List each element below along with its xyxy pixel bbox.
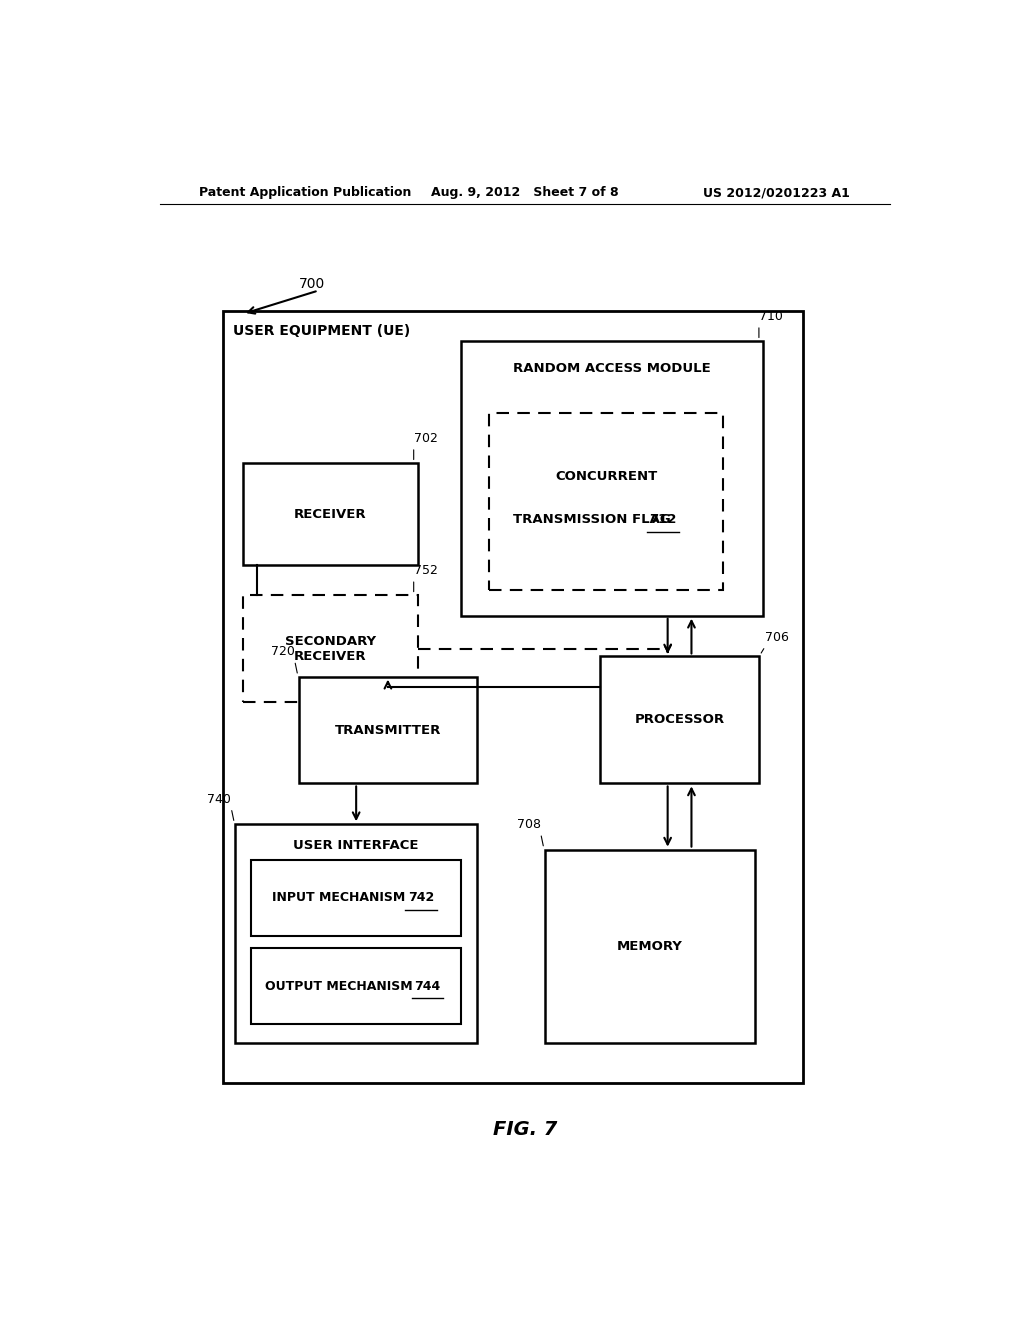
Text: INPUT MECHANISM: INPUT MECHANISM [272, 891, 406, 904]
Bar [243, 595, 418, 702]
Text: FIG. 7: FIG. 7 [493, 1119, 557, 1139]
Text: RECEIVER: RECEIVER [294, 508, 367, 520]
Bar [251, 859, 461, 936]
Text: 742: 742 [409, 891, 434, 904]
Text: Aug. 9, 2012   Sheet 7 of 8: Aug. 9, 2012 Sheet 7 of 8 [431, 186, 618, 199]
Text: PROCESSOR: PROCESSOR [635, 714, 725, 726]
Text: 702: 702 [414, 432, 437, 445]
Text: MEMORY: MEMORY [616, 940, 683, 953]
Text: CONCURRENT: CONCURRENT [555, 470, 657, 483]
Text: OUTPUT MECHANISM: OUTPUT MECHANISM [265, 979, 413, 993]
Text: USER INTERFACE: USER INTERFACE [294, 840, 419, 853]
Bar [243, 463, 418, 565]
Text: 710: 710 [759, 310, 782, 323]
Text: 706: 706 [765, 631, 790, 644]
Text: RANDOM ACCESS MODULE: RANDOM ACCESS MODULE [513, 362, 711, 375]
Text: US 2012/0201223 A1: US 2012/0201223 A1 [703, 186, 850, 199]
Text: 712: 712 [649, 513, 677, 527]
Text: SECONDARY
RECEIVER: SECONDARY RECEIVER [285, 635, 376, 663]
Bar [489, 413, 723, 590]
Text: 720: 720 [270, 645, 295, 659]
Text: 752: 752 [414, 564, 437, 577]
Bar [299, 677, 477, 784]
Text: 708: 708 [517, 818, 541, 832]
Bar [600, 656, 759, 784]
Text: Patent Application Publication: Patent Application Publication [200, 186, 412, 199]
Text: 700: 700 [299, 277, 325, 292]
Bar [545, 850, 755, 1043]
Text: 740: 740 [207, 793, 231, 805]
Bar [223, 312, 803, 1084]
Text: TRANSMITTER: TRANSMITTER [335, 723, 441, 737]
Text: 744: 744 [415, 979, 440, 993]
Text: USER EQUIPMENT (UE): USER EQUIPMENT (UE) [232, 325, 410, 338]
Bar [461, 342, 763, 615]
Text: TRANSMISSION FLAG: TRANSMISSION FLAG [513, 513, 671, 527]
Bar [236, 824, 477, 1043]
Bar [251, 948, 461, 1024]
